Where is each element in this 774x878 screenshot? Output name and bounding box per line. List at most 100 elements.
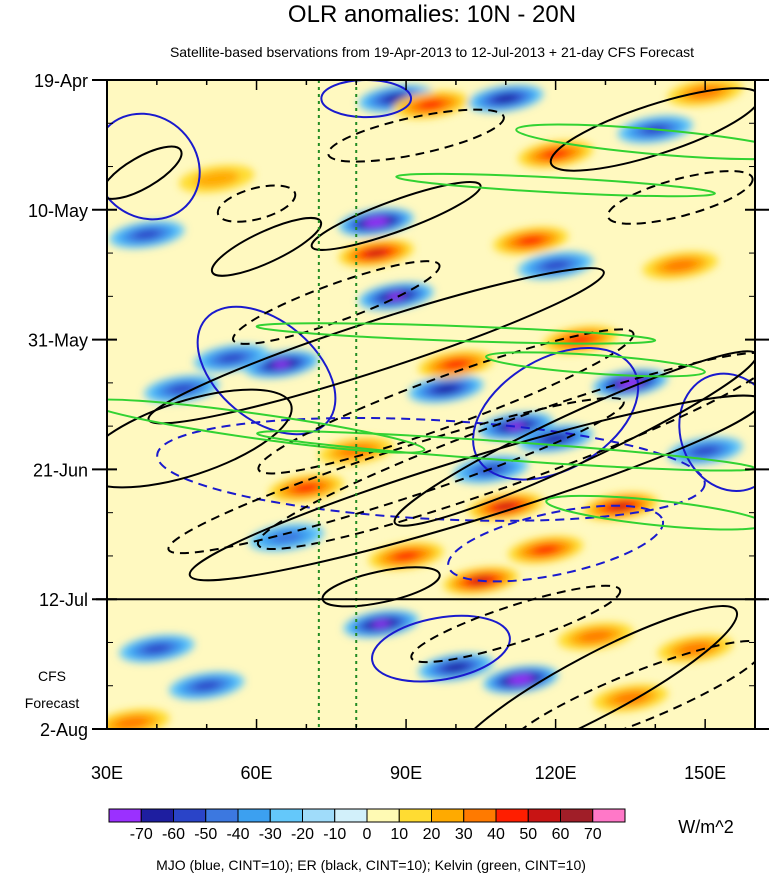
er-contour	[188, 394, 755, 582]
y-tick-label: 19-Apr	[34, 71, 88, 91]
anomaly-blob	[614, 692, 647, 705]
colorbar-label: 70	[584, 826, 602, 843]
x-tick-label: 60E	[241, 763, 273, 783]
kelvin-contour	[545, 494, 755, 531]
colorbar-label: -50	[194, 826, 217, 843]
colorbar-label: 50	[519, 826, 537, 843]
er-contour	[257, 328, 635, 475]
colorbar-swatch	[495, 808, 529, 823]
y-tick-label: 31-May	[28, 331, 88, 351]
anomaly-blob	[194, 681, 220, 691]
anomaly-blob	[272, 361, 291, 368]
x-tick-label: 120E	[535, 763, 577, 783]
er-contour	[210, 216, 323, 277]
anomaly-blob	[194, 170, 240, 188]
colorbar-swatch	[237, 808, 271, 823]
anomaly-blob	[543, 260, 569, 271]
er-contour	[167, 396, 625, 555]
colorbar-swatch	[463, 808, 497, 823]
anomaly-blob	[293, 483, 319, 493]
anomaly-blob	[692, 446, 718, 456]
colorbar-swatch	[592, 808, 626, 823]
anomaly-blob	[513, 676, 529, 683]
kelvin-contour	[515, 123, 755, 161]
anomaly-blob	[418, 100, 444, 110]
colorbar-swatch	[366, 808, 400, 823]
anomaly-blob	[495, 94, 517, 103]
mjo-contour	[447, 504, 665, 583]
forecast-label-line1: CFS	[38, 668, 66, 684]
er-contour	[410, 584, 622, 664]
kelvin-contour	[485, 351, 706, 378]
anomaly-blob	[435, 385, 457, 393]
plot-frame	[106, 79, 756, 730]
colorbar-swatch	[140, 808, 174, 823]
x-tick-label: 150E	[684, 763, 726, 783]
er-contour	[107, 145, 183, 200]
y-tick-label: 21-Jun	[33, 460, 88, 480]
colorbar-label: 20	[423, 826, 441, 843]
mjo-contour	[678, 372, 755, 493]
colorbar-label: -30	[259, 826, 282, 843]
y-axis: 19-Apr 10-May 31-May 21-Jun 12-Jul 2-Aug	[28, 71, 769, 740]
colorbar-label: -60	[162, 826, 185, 843]
colorbar-label: -70	[130, 826, 153, 843]
anomaly-blob	[393, 551, 419, 561]
er-contour	[216, 184, 297, 223]
colorbar-swatch	[173, 808, 207, 823]
er-contour	[327, 108, 505, 163]
er-contour	[310, 181, 482, 251]
er-contour	[232, 260, 441, 345]
er-contour	[606, 170, 754, 225]
y-tick-label: 12-Jul	[39, 590, 88, 610]
overlay-legend-caption: MJO (blue, CINT=10); ER (black, CINT=10)…	[156, 857, 586, 873]
colorbar-swatch	[431, 808, 465, 823]
colorbar-label: -10	[323, 826, 346, 843]
kelvin-contour	[255, 322, 657, 345]
mjo-contour	[156, 416, 706, 522]
plot-area	[107, 80, 755, 729]
colorbar-swatch	[398, 808, 432, 823]
er-contour	[393, 350, 755, 527]
y-tick-label: 2-Aug	[40, 720, 88, 740]
anomaly-blob	[664, 259, 697, 272]
anomaly-blob	[507, 422, 525, 430]
colorbar-label: -40	[226, 826, 249, 843]
kelvin-contours	[107, 123, 755, 531]
anomaly-blob	[679, 642, 712, 655]
colorbar-swatch	[205, 808, 239, 823]
colorbar: -70 -60 -50 -40 -30 -20 -10 0 10 20 30 40 50 60 70	[108, 808, 626, 843]
colorbar-label: 30	[455, 826, 473, 843]
colorbar-label: 60	[552, 826, 570, 843]
colorbar-swatch	[527, 808, 561, 823]
kelvin-contour	[395, 172, 716, 198]
forecast-label-line2: Forecast	[25, 695, 80, 711]
anomaly-blob	[270, 531, 303, 544]
anomaly-blob	[518, 236, 544, 246]
anomaly-blob	[134, 229, 160, 240]
x-tick-label: 30E	[91, 763, 123, 783]
x-tick-label: 90E	[390, 763, 422, 783]
x-axis: 30E 60E 90E 120E 150E	[91, 80, 756, 783]
colorbar-swatch	[269, 808, 303, 823]
colorbar-label: 10	[390, 826, 408, 843]
anomaly-blob	[365, 249, 387, 257]
colorbar-swatch	[302, 808, 336, 823]
colorbar-label: 0	[363, 826, 372, 843]
mjo-contour	[371, 614, 511, 683]
anomaly-blob	[443, 359, 469, 369]
anomaly-blob	[115, 716, 149, 729]
anomaly-blob	[445, 663, 467, 671]
er-contour	[504, 640, 755, 729]
colorbar-unit: W/m^2	[678, 817, 733, 837]
anomaly-blob	[219, 353, 245, 363]
anomaly-blob	[579, 630, 612, 643]
chart-title: OLR anomalies: 10N - 20N	[288, 1, 576, 28]
er-contour	[256, 351, 755, 551]
anomaly-blob	[533, 545, 559, 555]
chart-subtitle: Satellite-based bservations from 19-Apr-…	[170, 44, 694, 60]
colorbar-swatch	[108, 808, 142, 823]
er-contour	[452, 605, 739, 729]
y-tick-label: 10-May	[28, 201, 88, 221]
